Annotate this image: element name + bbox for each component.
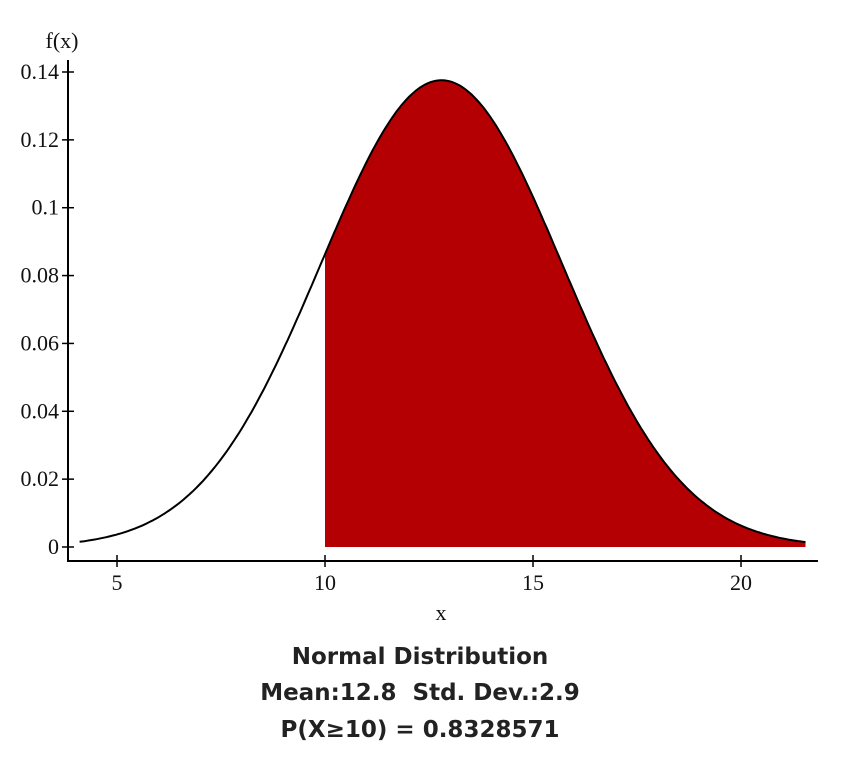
x-tick-label: 15 <box>522 570 544 595</box>
y-axis-label: f(x) <box>46 28 79 53</box>
y-tick-label: 0.02 <box>21 466 60 491</box>
caption-params: Mean:12.8 Std. Dev.:2.9 <box>260 680 580 706</box>
y-tick-label: 0.06 <box>21 330 60 355</box>
caption-title: Normal Distribution <box>291 644 549 670</box>
x-tick-label: 20 <box>730 570 752 595</box>
x-tick-label: 5 <box>112 570 123 595</box>
density-curve <box>79 79 806 544</box>
x-axis-label: x <box>436 600 447 625</box>
shaded-area <box>325 80 806 548</box>
caption-probability: P(X≥10) = 0.8328571 <box>280 717 560 743</box>
normal-distribution-chart: 5 10 15 20 0 0.02 0.04 0.06 0.08 0.1 0.12 0.14 f(x)… <box>21 28 818 625</box>
y-tick-label: 0.1 <box>32 195 60 220</box>
y-tick-label: 0 <box>48 534 59 559</box>
x-tick-label: 10 <box>314 570 336 595</box>
y-tick-label: 0.14 <box>21 59 60 84</box>
y-tick-label: 0.12 <box>21 127 60 152</box>
y-tick-label: 0.08 <box>21 263 60 288</box>
y-tick-label: 0.04 <box>21 398 60 423</box>
